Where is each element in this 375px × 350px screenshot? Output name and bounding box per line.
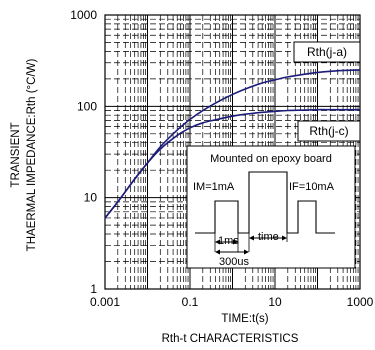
x-tick-label: 0.1 <box>182 295 199 309</box>
y-tick-labels: 1 10 100 1000 <box>70 8 97 296</box>
x-tick-label: 0.001 <box>90 295 120 309</box>
series-label-rth-jc-text: Rth(j-c) <box>309 124 348 138</box>
inset-title: Mounted on epoxy board <box>210 153 332 165</box>
y-tick-label: 100 <box>77 99 97 113</box>
series-label-rth-ja-text: Rth(j-a) <box>307 45 347 59</box>
chart-caption: Rth-t CHARACTERISTICS <box>162 333 299 345</box>
arrow-head-1ms-left <box>215 239 220 245</box>
x-axis-title: TIME:t(s) <box>221 313 268 325</box>
series-label-rth-jc: Rth(j-c) <box>297 120 361 142</box>
x-tick-label: 1000 <box>347 295 374 309</box>
series-line-rth-jc <box>104 108 360 219</box>
arrow-head-1ms-right <box>233 239 238 245</box>
inset-300us-label: 300us <box>219 256 249 268</box>
inset-im-label: IM=1mA <box>193 181 235 193</box>
inset-box: Mounted on epoxy board IM=1mA IF=10mA 1m… <box>186 145 356 269</box>
series-label-rth-ja: Rth(j-a) <box>293 41 361 63</box>
arrow-head-300us-right <box>244 249 249 255</box>
arrow-head-time-left <box>249 235 254 241</box>
y-tick-label: 1 <box>90 282 97 296</box>
inset-time-label: time <box>258 231 279 243</box>
y-axis-title-line-1: TRANSIENT <box>10 122 22 187</box>
x-tick-labels: 0.001 0.1 10 1000 <box>90 295 374 309</box>
inset-1ms-label: 1ms <box>218 235 239 247</box>
x-tick-label: 10 <box>268 295 282 309</box>
y-tick-label: 1000 <box>70 8 97 22</box>
y-axis-title-line-2: THAERMAL IMPEDANCE:Rth (°C/W) <box>26 59 38 252</box>
arrow-head-time-right <box>282 235 287 241</box>
arrow-head-300us-left <box>215 249 220 255</box>
plot-frame <box>104 14 361 290</box>
y-tick-label: 10 <box>84 191 98 205</box>
inset-if-label: IF=10mA <box>289 181 335 193</box>
pulse-waveform <box>195 171 335 234</box>
series-group <box>104 69 361 219</box>
